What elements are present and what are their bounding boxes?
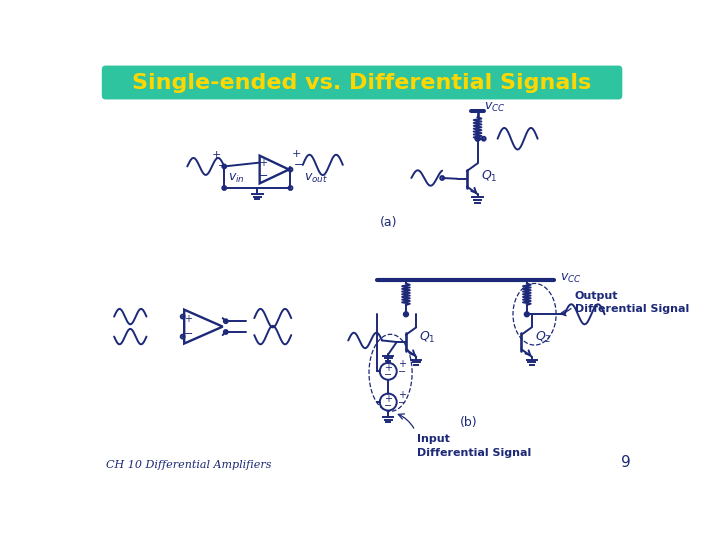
- Text: (a): (a): [379, 216, 397, 229]
- Text: $v_{out}$: $v_{out}$: [305, 171, 328, 185]
- Circle shape: [404, 312, 408, 316]
- Text: $Q_1$: $Q_1$: [419, 329, 436, 345]
- Text: $Q_2$: $Q_2$: [535, 329, 552, 345]
- Text: CH 10 Differential Amplifiers: CH 10 Differential Amplifiers: [106, 460, 271, 470]
- Text: +: +: [384, 394, 392, 404]
- Text: −: −: [384, 401, 392, 411]
- Text: −: −: [398, 367, 406, 377]
- Text: $v_{CC}$: $v_{CC}$: [560, 272, 582, 285]
- Circle shape: [525, 312, 529, 316]
- Text: +: +: [398, 390, 406, 400]
- Text: $Q_1$: $Q_1$: [481, 170, 498, 184]
- Text: $v_{in}$: $v_{in}$: [228, 171, 245, 185]
- FancyBboxPatch shape: [102, 65, 622, 99]
- Text: −: −: [398, 398, 406, 408]
- Text: −: −: [258, 171, 268, 181]
- Text: +: +: [212, 150, 221, 160]
- Text: +: +: [259, 158, 268, 168]
- Text: (b): (b): [460, 416, 478, 429]
- Text: −: −: [218, 161, 228, 171]
- Circle shape: [475, 137, 480, 141]
- Text: $v_{CC}$: $v_{CC}$: [484, 102, 505, 114]
- Text: 9: 9: [621, 455, 631, 470]
- Text: −: −: [384, 370, 392, 380]
- Text: Single-ended vs. Differential Signals: Single-ended vs. Differential Signals: [132, 72, 592, 92]
- Text: −: −: [294, 160, 303, 170]
- Text: +: +: [384, 363, 392, 373]
- Text: Input
Differential Signal: Input Differential Signal: [417, 434, 531, 457]
- Text: +: +: [292, 149, 301, 159]
- Text: +: +: [184, 314, 192, 324]
- Text: +: +: [398, 360, 406, 369]
- Text: Output
Differential Signal: Output Differential Signal: [575, 291, 689, 314]
- Text: −: −: [184, 329, 193, 339]
